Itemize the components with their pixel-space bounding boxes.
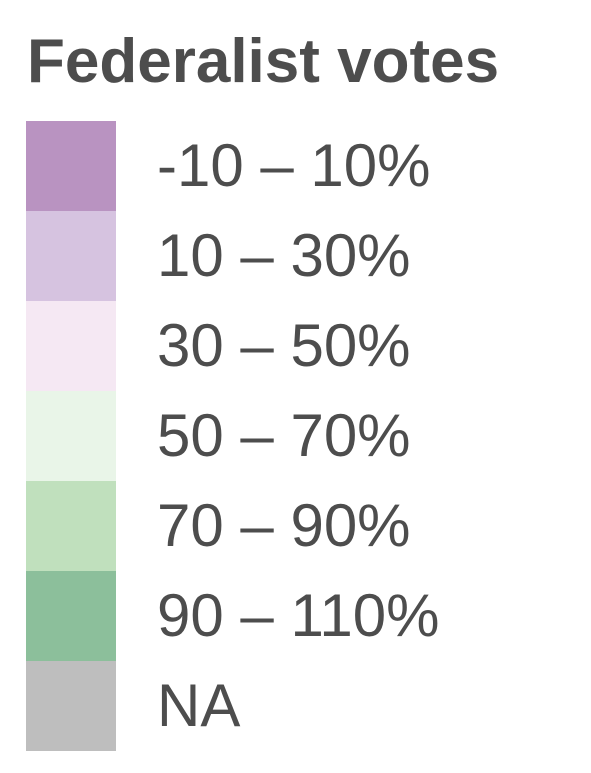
- legend-item: -10 – 10%: [26, 121, 566, 211]
- legend-items: -10 – 10% 10 – 30% 30 – 50% 50 – 70% 70 …: [26, 121, 566, 751]
- color-swatch: [26, 571, 116, 661]
- color-swatch: [26, 211, 116, 301]
- color-swatch: [26, 121, 116, 211]
- color-swatch: [26, 391, 116, 481]
- legend-item-label: 70 – 90%: [157, 481, 411, 571]
- color-swatch: [26, 301, 116, 391]
- legend-item: NA: [26, 661, 566, 751]
- legend-item-label: -10 – 10%: [157, 121, 431, 211]
- legend-item: 90 – 110%: [26, 571, 566, 661]
- legend-item-label: NA: [157, 661, 240, 751]
- legend-item-label: 30 – 50%: [157, 301, 411, 391]
- legend-item-label: 10 – 30%: [157, 211, 411, 301]
- legend-item-label: 50 – 70%: [157, 391, 411, 481]
- legend-item-label: 90 – 110%: [157, 571, 439, 661]
- legend-item: 50 – 70%: [26, 391, 566, 481]
- legend-title: Federalist votes: [27, 24, 499, 100]
- legend-item: 10 – 30%: [26, 211, 566, 301]
- color-swatch: [26, 481, 116, 571]
- color-swatch: [26, 661, 116, 751]
- legend-item: 30 – 50%: [26, 301, 566, 391]
- legend-item: 70 – 90%: [26, 481, 566, 571]
